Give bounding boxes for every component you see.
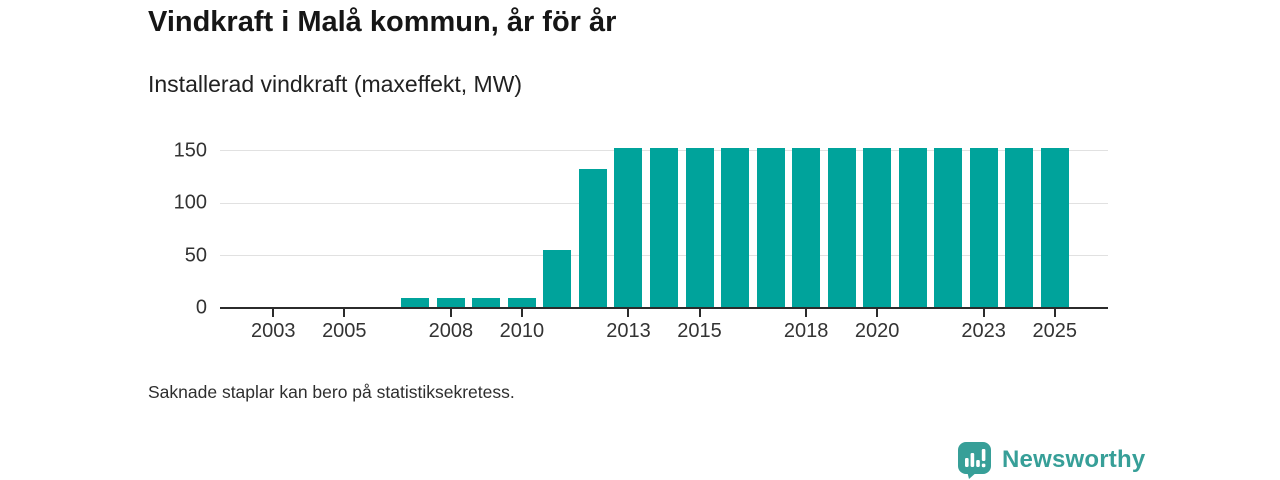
brand-logo: Newsworthy <box>957 441 1145 479</box>
x-tick-label-2023: 2023 <box>961 320 1006 342</box>
bar-2015 <box>685 148 714 308</box>
brand-name: Newsworthy <box>1002 446 1146 473</box>
bar-2020 <box>863 148 892 308</box>
y-tick-label-50: 50 <box>184 244 207 266</box>
chart-title: Vindkraft i Malå kommun, år för år <box>148 6 617 38</box>
footnote: Saknade staplar kan bero på statistiksek… <box>148 382 515 402</box>
x-axis-line <box>220 307 1108 309</box>
bar-2010 <box>507 297 536 308</box>
bar-2009 <box>472 297 501 308</box>
x-axis: 2003 2005 2008 2010 2013 2015 2018 2020 2023 2025 <box>220 309 1108 349</box>
y-tick-label-100: 100 <box>173 191 207 214</box>
bar-2024 <box>1005 148 1034 308</box>
bar-2008 <box>436 297 465 308</box>
bar-2021 <box>898 148 927 308</box>
x-tick-2023 <box>982 309 985 317</box>
bar-2007 <box>401 297 430 308</box>
bar-2022 <box>934 148 963 308</box>
x-tick-label-2013: 2013 <box>606 320 651 342</box>
chart-subtitle: Installerad vindkraft (maxeffekt, MW) <box>148 71 523 97</box>
bar-chart: 0 50 100 150 2003 2005 2008 2010 2013 2015 2018 20… <box>0 139 1280 350</box>
x-tick-2018 <box>805 309 808 317</box>
x-tick-2013 <box>627 309 630 317</box>
bar-2023 <box>969 148 998 308</box>
x-tick-2020 <box>876 309 879 317</box>
x-tick-label-2025: 2025 <box>1032 320 1077 342</box>
bar-2018 <box>792 148 821 308</box>
x-tick-label-2020: 2020 <box>854 320 900 342</box>
x-tick-2010 <box>520 309 523 317</box>
x-tick-2025 <box>1053 309 1056 317</box>
x-tick-2005 <box>343 309 346 317</box>
bar-2017 <box>756 148 785 308</box>
bar-2025 <box>1040 148 1069 308</box>
newsworthy-icon <box>958 442 991 479</box>
x-tick-2003 <box>272 309 275 317</box>
x-tick-label-2018: 2018 <box>783 320 829 342</box>
x-tick-label-2003: 2003 <box>251 320 296 342</box>
x-tick-2015 <box>698 309 701 317</box>
bar-2012 <box>578 169 607 308</box>
x-tick-label-2015: 2015 <box>677 320 722 342</box>
y-tick-label-150: 150 <box>173 139 207 161</box>
x-tick-2008 <box>449 309 452 317</box>
bar-2011 <box>543 250 572 308</box>
plot-area <box>220 140 1108 308</box>
x-tick-label-2008: 2008 <box>428 320 474 342</box>
y-axis-labels: 0 50 100 150 <box>0 139 207 319</box>
y-tick-label-0: 0 <box>195 296 207 319</box>
bar-2013 <box>614 148 643 308</box>
x-tick-label-2010: 2010 <box>499 320 545 342</box>
x-tick-label-2005: 2005 <box>322 320 367 342</box>
bar-2014 <box>650 148 678 308</box>
bar-2019 <box>827 148 856 308</box>
bar-2016 <box>721 148 750 308</box>
